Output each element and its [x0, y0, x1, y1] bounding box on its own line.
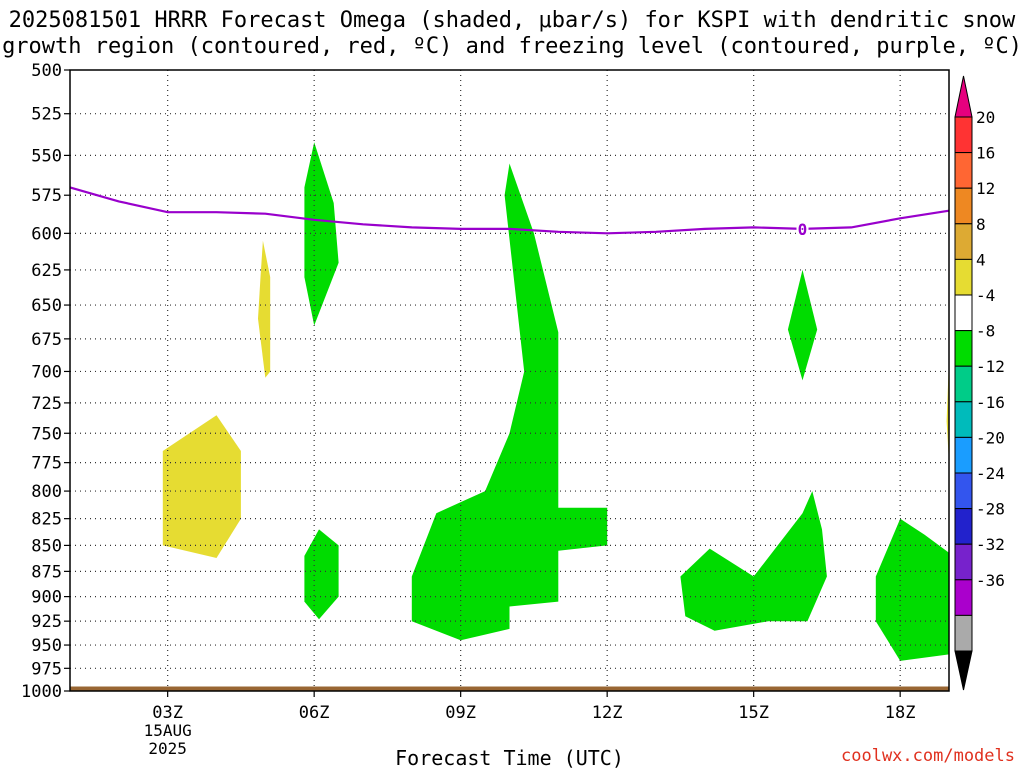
colorbar-swatch — [954, 579, 973, 616]
freezing-level-label-mask — [796, 219, 809, 238]
date-label-line: 2025 — [148, 739, 187, 758]
colorbar-label: -8 — [976, 322, 995, 341]
colorbar-swatch — [954, 294, 973, 332]
colorbar-swatch — [954, 187, 973, 225]
colorbar-swatch — [954, 330, 973, 367]
x-tick-label: 15Z — [738, 703, 769, 723]
date-label-line: 15AUG — [144, 721, 192, 740]
colorbar-label: -4 — [976, 286, 995, 305]
freezing-level-label: 0 — [798, 220, 808, 239]
colorbar-swatch — [954, 365, 973, 403]
colorbar: 20 16 12 8 4 -4 -8 -12 -16 -20 -24 -28 -32 -36 — [954, 75, 1005, 691]
colorbar-swatch — [954, 472, 973, 510]
colorbar-label: 20 — [976, 108, 995, 127]
colorbar-swatch — [954, 614, 973, 652]
colorbar-label: -32 — [976, 535, 1005, 554]
colorbar-label: 12 — [976, 179, 995, 198]
omega-region-green-small-16z — [787, 269, 818, 381]
y-tick-label: 725 — [31, 394, 62, 414]
freezing-level-contour: 0 — [69, 186, 950, 239]
colorbar-swatch — [954, 436, 973, 474]
colorbar-label: 16 — [976, 144, 995, 163]
x-tick-label: 18Z — [885, 703, 916, 723]
y-tick-label: 950 — [31, 636, 62, 656]
y-tick-label: 500 — [31, 61, 62, 81]
colorbar-swatch — [954, 152, 973, 189]
colorbar-label: -24 — [976, 464, 1005, 483]
y-tick-label: 975 — [31, 659, 62, 679]
omega-region-green-lower-18z — [875, 518, 949, 661]
colorbar-label: -16 — [976, 393, 1005, 412]
omega-region-yellow-mid-left — [258, 240, 271, 378]
y-axis: 500 525 550 575 600 625 650 675 700 725 750 775 800 8… — [21, 61, 70, 702]
colorbar-label: -36 — [976, 571, 1005, 590]
x-tick-label: 09Z — [445, 703, 476, 723]
y-tick-label: 775 — [31, 454, 62, 474]
y-tick-label: 675 — [31, 330, 62, 350]
x-tick-label: 06Z — [299, 703, 330, 723]
ground-strip — [70, 686, 949, 691]
grid-lines — [70, 70, 949, 691]
y-tick-label: 900 — [31, 588, 62, 608]
omega-region-green-main-10z — [411, 163, 608, 641]
colorbar-arrow-bottom — [954, 650, 973, 691]
colorbar-swatch — [954, 401, 973, 438]
colorbar-swatch — [954, 223, 973, 260]
y-tick-label: 625 — [31, 261, 62, 281]
colorbar-label: -28 — [976, 500, 1005, 519]
colorbar-label: -12 — [976, 357, 1005, 376]
colorbar-swatch — [954, 116, 973, 154]
y-tick-label: 525 — [31, 105, 62, 125]
y-tick-label: 850 — [31, 536, 62, 556]
x-tick-label: 12Z — [592, 703, 623, 723]
y-tick-label: 550 — [31, 146, 62, 166]
y-tick-label: 1000 — [21, 682, 62, 702]
colorbar-swatch — [954, 258, 973, 296]
x-tick-label: 03Z — [152, 703, 183, 723]
colorbar-label: 4 — [976, 250, 986, 269]
y-tick-label: 800 — [31, 482, 62, 502]
x-axis-title: Forecast Time (UTC) — [395, 746, 624, 768]
chart-title-line-2: growth region (contoured, red, ºC) and f… — [2, 34, 1022, 59]
y-tick-label: 600 — [31, 224, 62, 244]
y-tick-label: 575 — [31, 186, 62, 206]
colorbar-arrow-top — [954, 75, 973, 118]
y-tick-label: 750 — [31, 424, 62, 444]
plot-frame — [69, 69, 950, 692]
omega-region-yellow-low-left — [162, 415, 241, 558]
y-tick-label: 650 — [31, 296, 62, 316]
y-tick-label: 875 — [31, 562, 62, 582]
y-tick-label: 925 — [31, 612, 62, 632]
chart-title-line-1: 2025081501 HRRR Forecast Omega (shaded, … — [8, 8, 1016, 33]
y-tick-label: 825 — [31, 510, 62, 530]
y-tick-label: 700 — [31, 362, 62, 382]
colorbar-label: 8 — [976, 215, 986, 234]
colorbar-swatch — [954, 508, 973, 545]
omega-region-green-upper-06z — [304, 142, 339, 326]
colorbar-label: -20 — [976, 428, 1005, 447]
omega-region-green-lower-15z — [680, 491, 827, 631]
ground-layer — [70, 686, 949, 691]
colorbar-swatch — [954, 543, 973, 581]
source-credit: coolwx.com/models — [841, 746, 1015, 766]
plot-border — [69, 69, 950, 692]
